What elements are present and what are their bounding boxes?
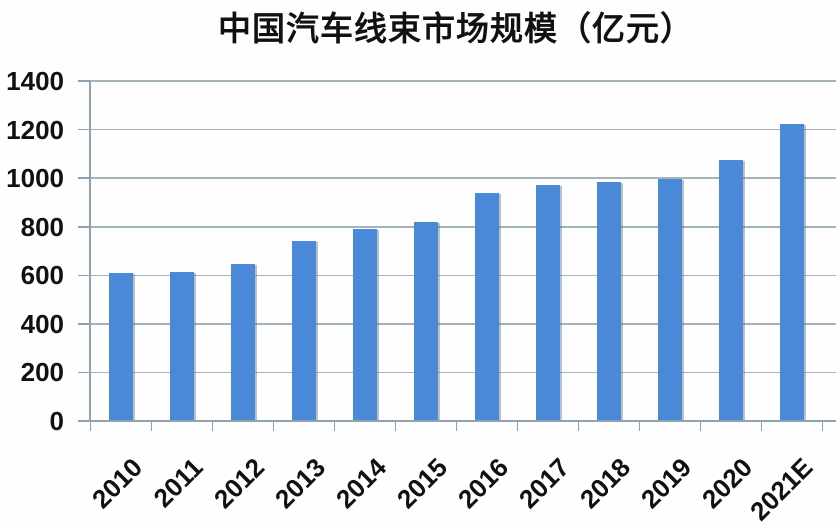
bar-2010 [108,272,133,421]
bar-2021E [779,123,804,421]
y-tick-1000 [78,177,90,179]
y-gridline-200 [90,371,836,374]
y-tick-600 [78,274,90,276]
x-tick [638,421,640,431]
x-tick [394,421,396,431]
x-axis-label-2017: 2017 [512,452,575,515]
y-axis-label: 0 [49,406,64,436]
y-tick-800 [78,226,90,228]
x-tick [699,421,701,431]
y-axis-label: 400 [20,308,64,339]
x-tick [150,421,152,431]
y-gridline-1200 [90,128,836,131]
y-gridline-600 [90,274,836,276]
y-gridline-1000 [90,177,836,179]
x-tick [821,421,823,431]
x-axis-label-2010: 2010 [85,452,148,515]
bar-2014 [352,228,377,421]
x-axis-label-2021E: 2021E [744,452,819,527]
x-tick [577,421,579,431]
x-axis-label-2019: 2019 [634,452,697,515]
x-axis-label-2016: 2016 [451,452,514,515]
y-tick-200 [78,371,90,374]
y-tick-1200 [78,128,90,131]
y-gridline-800 [90,226,836,228]
x-tick [272,421,274,431]
x-axis-label-2015: 2015 [390,452,453,515]
bar-2011 [169,272,194,421]
x-tick [333,421,335,431]
y-gridline-400 [90,323,836,325]
y-gridline-1400 [90,80,836,82]
y-axis-label: 600 [20,260,64,291]
bar-2013 [291,241,316,421]
x-axis-line [78,420,836,422]
bar-2020 [718,159,743,421]
y-axis-label: 1000 [6,163,64,194]
y-axis-line [89,81,91,422]
y-tick-1400 [78,80,90,82]
y-axis-label: 800 [20,211,64,242]
bar-2015 [413,222,438,421]
x-tick [516,421,518,431]
y-axis-label: 1400 [6,66,64,96]
chart-title: 中国汽车线束市场规模（亿元） [218,10,694,47]
x-axis-label-2011: 2011 [147,452,209,514]
bar-2017 [535,185,560,421]
x-axis-label-2018: 2018 [573,452,636,515]
x-axis-label-2013: 2013 [268,452,331,515]
bar-2012 [230,264,255,421]
y-tick-400 [78,323,90,325]
x-tick [455,421,457,431]
bar-2016 [474,193,499,421]
bar-2018 [596,181,621,421]
bar-2019 [657,179,682,421]
y-axis-label: 200 [20,357,64,388]
y-axis-label: 1200 [6,114,64,145]
x-axis-label-2014: 2014 [329,452,392,515]
x-axis-label-2012: 2012 [207,452,270,515]
x-tick [89,421,91,431]
x-tick [211,421,213,431]
x-tick [760,421,762,431]
